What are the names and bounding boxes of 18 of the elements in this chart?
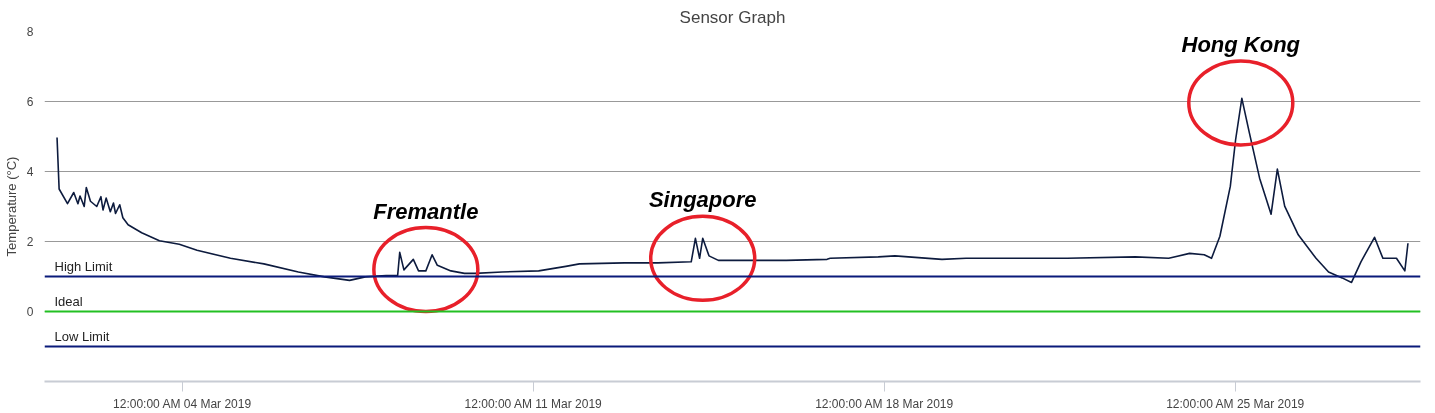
annotation: Singapore [648, 187, 757, 213]
y-tick-label: 6 [26, 95, 34, 109]
y-tick-label: 2 [26, 235, 34, 249]
chart-title: Sensor Graph [679, 7, 786, 27]
line-series [56, 97, 1409, 284]
x-tick-label: 12:00:00 AM 25 Mar 2019 [1166, 396, 1305, 411]
ref-line-label: High Limit [54, 258, 113, 274]
ref-line-label: Low Limit [54, 328, 110, 344]
x-tick-label: 12:00:00 AM 11 Mar 2019 [464, 396, 603, 411]
y-tick-label: 4 [26, 165, 34, 179]
x-tick-label: 12:00:00 AM 18 Mar 2019 [815, 396, 954, 411]
x-tick-label: 12:00:00 AM 04 Mar 2019 [113, 396, 252, 411]
y-tick-label: 8 [26, 25, 34, 39]
y-tick-label: 0 [26, 305, 34, 319]
annotation: Hong Kong [1181, 31, 1301, 57]
y-axis-title: Temperature (°C) [3, 156, 19, 257]
annotation: Fremantle [373, 198, 479, 224]
ref-line-label: Ideal [54, 293, 83, 309]
